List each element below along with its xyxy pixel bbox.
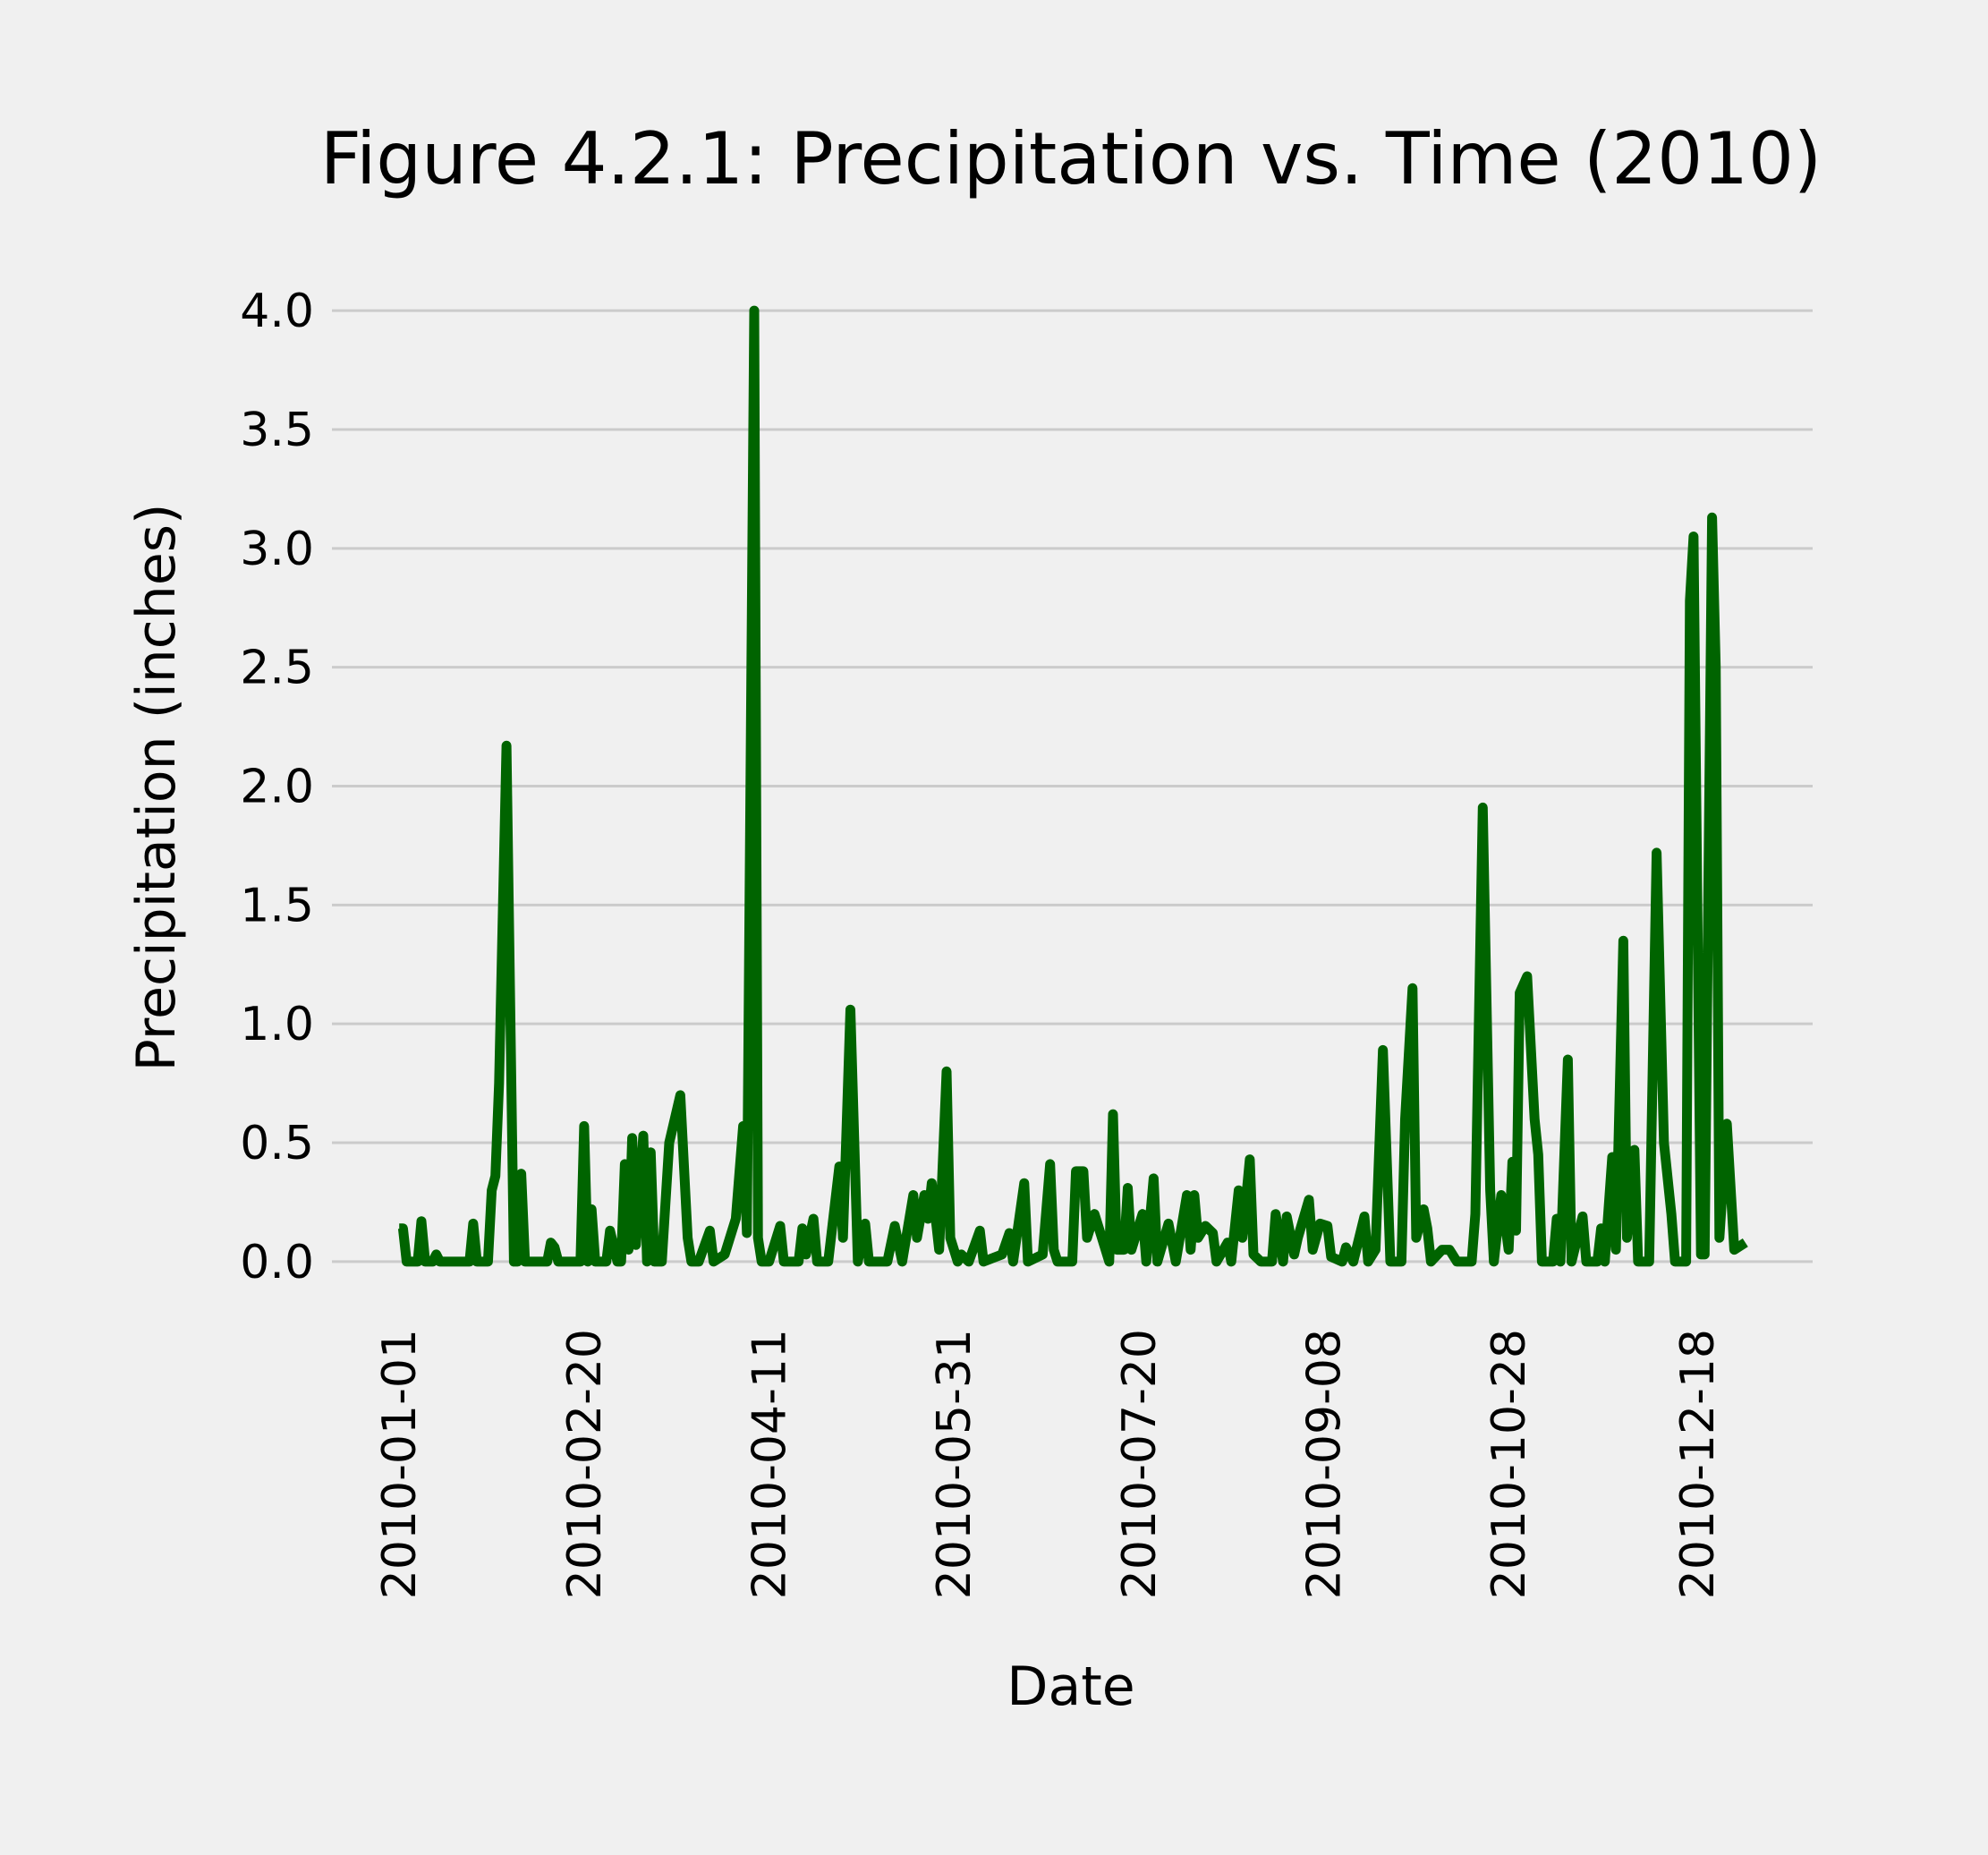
x-tick-label: 2010-10-28: [1483, 1329, 1536, 1599]
x-tick-label: 2010-04-11: [743, 1329, 797, 1599]
chart-title: Figure 4.2.1: Precipitation vs. Time (20…: [320, 117, 1822, 200]
x-tick-label: 2010-01-01: [373, 1329, 427, 1599]
x-tick-label: 2010-09-08: [1298, 1329, 1352, 1599]
x-axis-label: Date: [1007, 1655, 1134, 1718]
y-tick-label: 0.5: [240, 1117, 314, 1170]
y-tick-label: 0.0: [240, 1236, 314, 1289]
y-tick-label: 3.5: [240, 404, 314, 457]
x-tick-label: 2010-07-20: [1113, 1329, 1167, 1599]
y-tick-label: 1.0: [240, 998, 314, 1051]
x-tick-label: 2010-05-31: [928, 1329, 981, 1599]
y-tick-label: 4.0: [240, 285, 314, 338]
y-tick-label: 2.5: [240, 642, 314, 695]
x-tick-label: 2010-02-20: [558, 1329, 612, 1599]
y-tick-label: 2.0: [240, 761, 314, 814]
y-tick-label: 3.0: [240, 523, 314, 576]
precip-line: [397, 305, 1748, 1267]
y-tick-label: 1.5: [240, 879, 314, 932]
y-axis-label: Precipitation (inches): [125, 504, 188, 1072]
x-tick-label: 2010-12-18: [1671, 1329, 1725, 1599]
